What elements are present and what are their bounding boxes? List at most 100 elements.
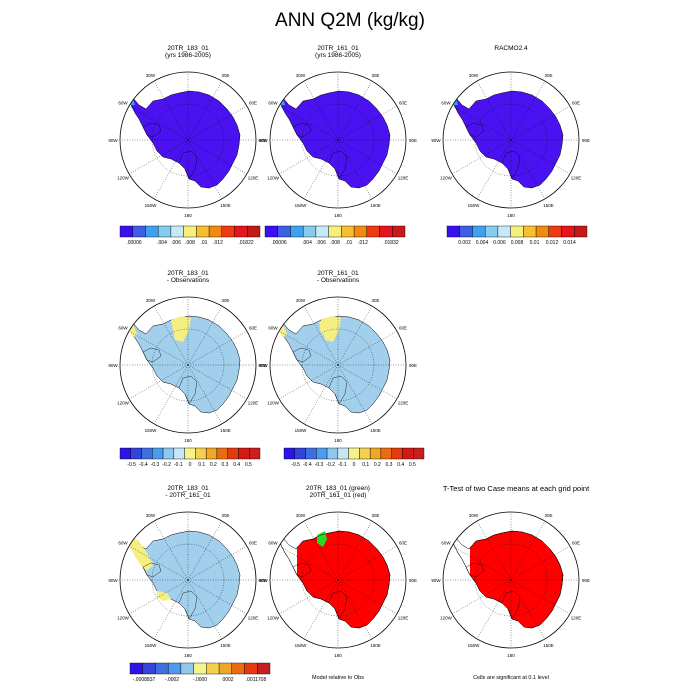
panel-note: Cells are significant at 0.1 level [473,675,549,681]
longitude-label: 60W [441,540,451,545]
colorbar: -0.5 -0.4 -0.3 -0.2 -0.1 0 0.1 0.2 0.3 0.4 0.5 [119,447,261,468]
colorbar-label: .01832 [383,240,399,246]
longitude-label: 30E [371,73,379,78]
weddell-ice-shelf-outline [292,347,312,363]
longitude-label: 180 [184,213,192,218]
map-content [448,530,564,629]
panel-title: 20TR_183_01 (green) 20TR_161_01 (red) [263,485,413,499]
panel-title-line: RACMO2.4 [494,45,528,52]
longitude-label: 30W [146,73,156,78]
colorbar-label: -.0008837 [133,677,156,683]
colorbar-label: 0.2 [374,462,381,468]
colorbar-cell [142,662,156,675]
panel-subtitle: 20TR_161_01 (red) [309,492,367,499]
longitude-label: 120W [440,175,453,180]
colorbar-cell [119,225,133,238]
map-content [125,530,241,629]
panel-title-line: T-Test of two Case means at each grid po… [442,484,590,493]
anomaly-patch [128,535,153,571]
longitude-label: 30W [469,73,479,78]
colorbar-cell [305,447,317,460]
longitude-label: 30W [146,298,156,303]
colorbar-cell [290,225,304,238]
longitude-label: 90W [258,138,268,143]
continent-field [125,530,241,629]
panel-title-line: 20TR_183_01 [167,45,209,52]
panel-title-line: 20TR_161_01 [317,45,359,52]
ross-ice-shelf-outline [501,150,521,180]
longitude-label: 150E [543,203,554,208]
longitude-label: 120E [571,615,582,620]
longitude-label: 30W [296,73,306,78]
longitude-label: 150W [295,203,308,208]
colorbar-label: 0.006 [493,240,506,246]
colorbar-cell [167,662,182,675]
longitude-label: 180 [507,213,515,218]
longitude-label: 30W [296,298,306,303]
longitude-label: 90E [409,578,417,583]
longitude-label: 150W [295,428,308,433]
colorbar-label: .01822 [238,240,254,246]
panel-subtitle: (yrs 1986-2005) [315,52,361,59]
longitude-label: 150E [220,203,231,208]
longitude-label: 180 [334,213,342,218]
longitude-label: 90W [108,578,118,583]
longitude-label: 180 [184,653,192,658]
longitude-label: 180 [184,438,192,443]
colorbar-label: 0.014 [563,240,576,246]
colorbar-label: 0.3 [222,462,229,468]
longitude-label: 60E [399,100,407,105]
colorbar-cell [574,225,588,238]
longitude-label: 60E [249,100,257,105]
longitude-label: 90E [259,138,267,143]
colorbar-cell [510,225,524,238]
ross-ice-shelf-outline [178,150,198,180]
longitude-label: 150W [145,428,158,433]
longitude-label: 60W [118,540,128,545]
panel-title-line: 20TR_161_01 [317,270,359,277]
ross-ice-shelf-outline [328,590,348,620]
panel-title-line: 20TR_183_01 [167,270,209,277]
longitude-label: 180 [334,438,342,443]
longitude-label: 120W [267,175,280,180]
longitude-label: 90E [409,138,417,143]
colorbar-cell [244,662,258,675]
colorbar-cell [535,225,550,238]
longitude-label: 150E [543,643,554,648]
colorbar-cell [145,225,159,238]
longitude-label: 60W [268,100,278,105]
colorbar-cell [459,225,473,238]
longitude-label: 60E [249,325,257,330]
longitude-label: 30W [469,513,479,518]
longitude-label: 120W [117,615,130,620]
longitude-label: 120E [398,175,409,180]
anomaly-patch [319,318,335,336]
longitude-label: 60E [572,540,580,545]
colorbar-cell [119,447,131,460]
graticule [270,297,406,433]
map-boundary [119,511,257,649]
weddell-ice-shelf-outline [142,562,162,578]
colorbar-cell [234,225,248,238]
colorbar-label: 0.004 [476,240,489,246]
longitude-label: 30E [221,73,229,78]
colorbar-label: .006 [316,240,326,246]
colorbar-cell [227,447,239,460]
colorbar-label: 0002 [222,677,233,683]
colorbar-label: .00006 [271,240,287,246]
longitude-label: 120E [398,615,409,620]
continent-field [275,90,391,189]
colorbar-cell [141,447,153,460]
colorbar-cell [238,447,250,460]
longitude-label: 120W [117,175,130,180]
longitude-label: 90W [258,363,268,368]
colorbar-label: 0.4 [397,462,404,468]
longitude-label: 30E [371,298,379,303]
colorbar-cell [392,225,406,238]
colorbar-label: .01 [346,240,353,246]
weddell-ice-shelf-outline [292,122,312,138]
longitude-label: 120W [440,615,453,620]
